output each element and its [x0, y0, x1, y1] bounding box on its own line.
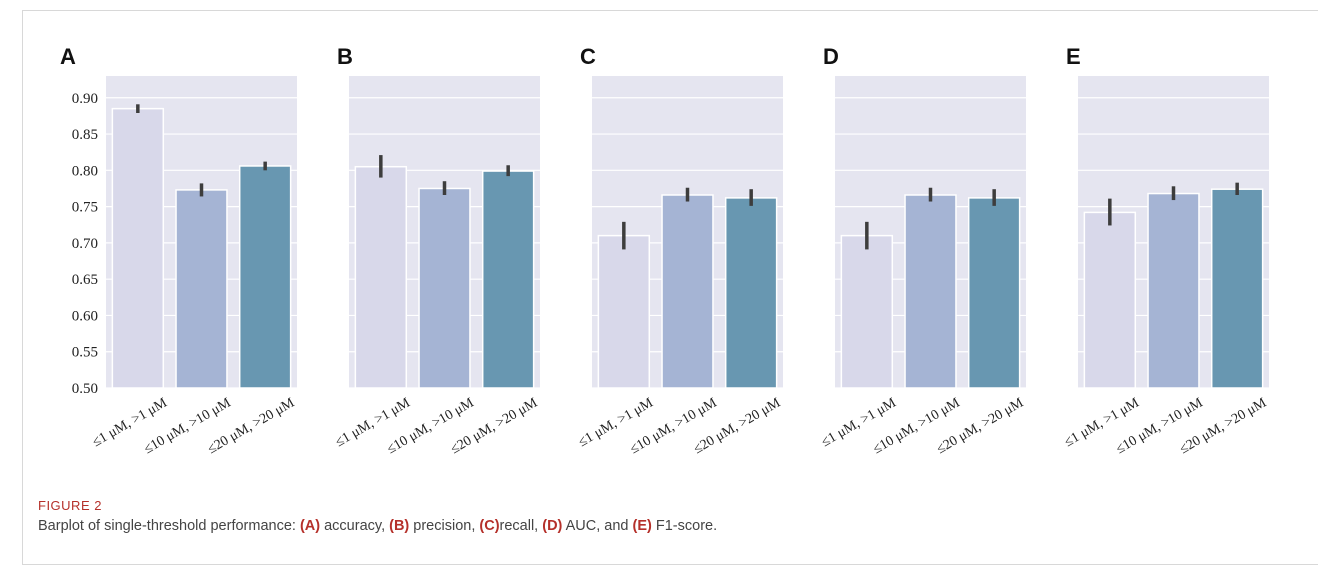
figure-caption-title: FIGURE 2 [38, 498, 102, 513]
bar-d-1 [840, 234, 894, 389]
y-tick-label: 0.55 [72, 345, 98, 361]
bar-b-1 [354, 165, 408, 389]
bar-d-2 [904, 194, 957, 389]
panel-letter-c: C [580, 44, 596, 69]
y-tick-label: 0.70 [72, 236, 98, 252]
caption-prefix: Barplot of single-threshold performance: [38, 518, 300, 534]
y-tick-label: 0.60 [72, 308, 98, 324]
caption-text-d: AUC, and [562, 518, 633, 534]
caption-label-b: (B) [389, 518, 410, 534]
y-tick-label: 0.80 [72, 163, 98, 179]
figure-frame [22, 10, 1318, 565]
y-tick-label: 0.50 [72, 381, 98, 397]
caption-text-e: F1-score. [651, 518, 718, 534]
y-tick-label: 0.85 [72, 127, 98, 143]
caption-text-b: precision, [409, 518, 480, 534]
bar-d-3 [967, 197, 1021, 389]
y-tick-label: 0.90 [72, 91, 98, 107]
figure-chart: 0.500.550.600.650.700.750.800.850.90A≤1 … [60, 44, 1270, 457]
caption-label-d: (D) [542, 518, 563, 534]
bar-e-2 [1147, 192, 1200, 389]
bar-c-3 [724, 197, 778, 389]
caption-text-a: accuracy, [320, 518, 390, 534]
y-tick-label: 0.75 [72, 200, 98, 216]
panel-letter-a: A [60, 44, 76, 69]
bar-e-1 [1083, 211, 1137, 389]
bar-a-1 [111, 107, 165, 389]
caption-text-c: recall, [499, 518, 543, 534]
bar-c-1 [597, 234, 651, 389]
bar-c-2 [661, 194, 714, 389]
figure-caption: Barplot of single-threshold performance:… [38, 518, 717, 534]
caption-label-c: (C) [479, 518, 500, 534]
bar-e-3 [1210, 188, 1264, 389]
bar-a-3 [238, 165, 292, 389]
bar-b-2 [418, 187, 471, 389]
panel-letter-e: E [1066, 44, 1081, 69]
caption-label-a: (A) [299, 518, 321, 534]
y-tick-label: 0.65 [72, 272, 98, 288]
bar-b-3 [481, 170, 535, 389]
panel-letter-d: D [823, 44, 839, 69]
caption-label-e: (E) [632, 518, 652, 534]
panel-letter-b: B [337, 44, 353, 69]
bar-a-2 [175, 189, 228, 389]
